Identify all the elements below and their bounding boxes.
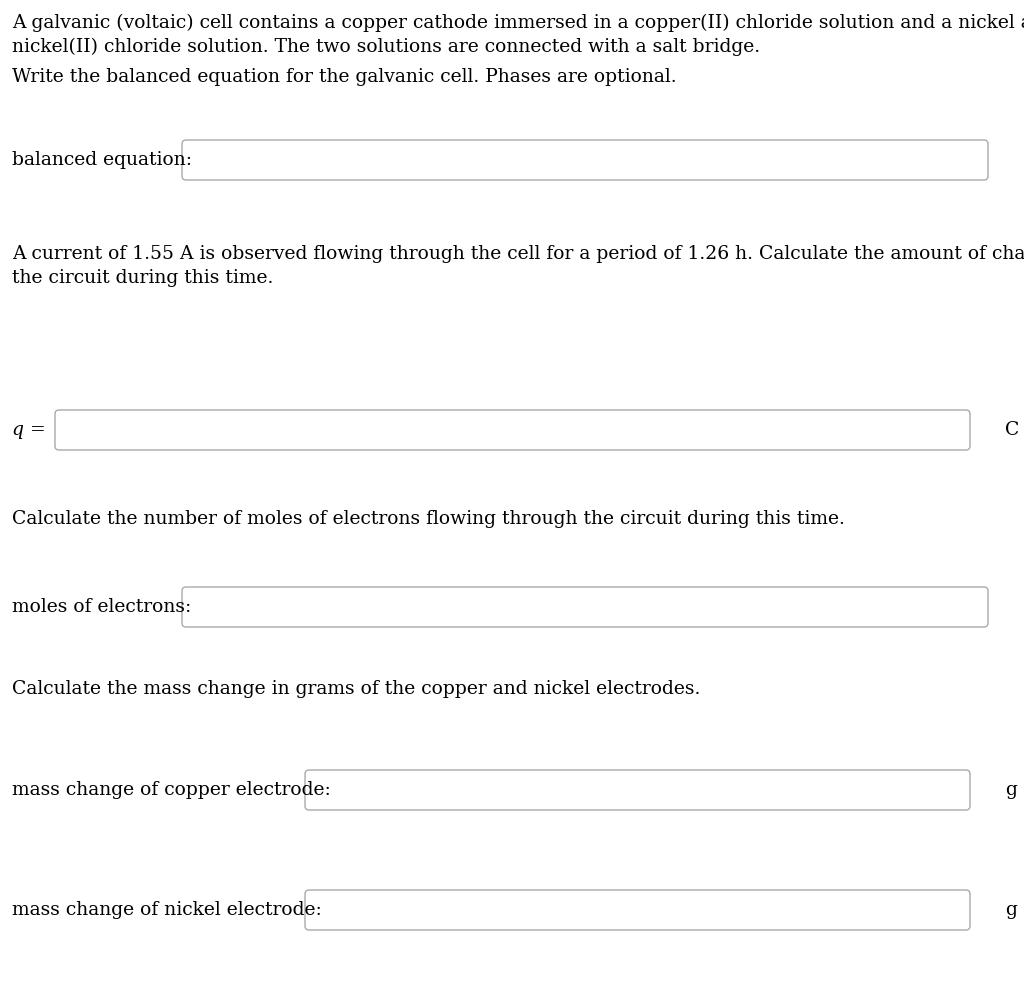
FancyBboxPatch shape xyxy=(182,140,988,180)
FancyBboxPatch shape xyxy=(55,410,970,450)
Text: moles of electrons:: moles of electrons: xyxy=(12,598,191,616)
Text: A galvanic (voltaic) cell contains a copper cathode immersed in a copper(II) chl: A galvanic (voltaic) cell contains a cop… xyxy=(12,14,1024,33)
Text: the circuit during this time.: the circuit during this time. xyxy=(12,269,273,287)
Text: Write the balanced equation for the galvanic cell. Phases are optional.: Write the balanced equation for the galv… xyxy=(12,68,677,86)
Text: g: g xyxy=(1005,781,1017,799)
FancyBboxPatch shape xyxy=(305,770,970,810)
Text: Calculate the mass change in grams of the copper and nickel electrodes.: Calculate the mass change in grams of th… xyxy=(12,680,700,698)
Text: Calculate the number of moles of electrons flowing through the circuit during th: Calculate the number of moles of electro… xyxy=(12,510,845,528)
Text: nickel(II) chloride solution. The two solutions are connected with a salt bridge: nickel(II) chloride solution. The two so… xyxy=(12,38,760,56)
Text: mass change of copper electrode:: mass change of copper electrode: xyxy=(12,781,331,799)
Text: A current of 1.55 A is observed flowing through the cell for a period of 1.26 h.: A current of 1.55 A is observed flowing … xyxy=(12,245,1024,263)
Text: g: g xyxy=(1005,901,1017,919)
Text: q =: q = xyxy=(12,421,46,439)
FancyBboxPatch shape xyxy=(305,890,970,930)
Text: balanced equation:: balanced equation: xyxy=(12,151,193,169)
Text: mass change of nickel electrode:: mass change of nickel electrode: xyxy=(12,901,322,919)
Text: C: C xyxy=(1005,421,1019,439)
FancyBboxPatch shape xyxy=(182,587,988,627)
